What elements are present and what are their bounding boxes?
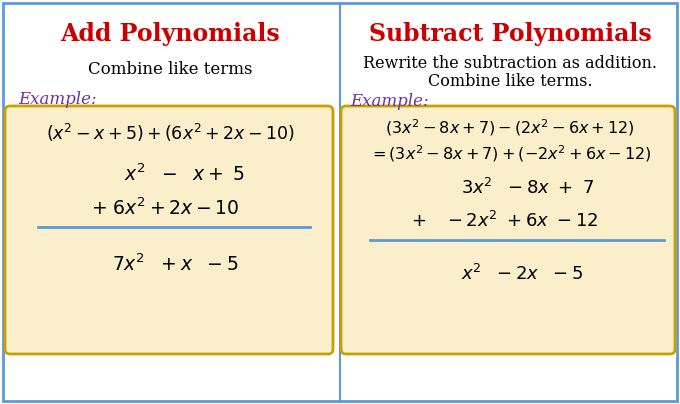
Text: $=\left(3x^2-8x+7\right)+\left(-2x^2+6x-12\right)$: $=\left(3x^2-8x+7\right)+\left(-2x^2+6x-… bbox=[369, 144, 651, 164]
Text: $+\ 6x^2+2x-10$: $+\ 6x^2+2x-10$ bbox=[91, 197, 239, 219]
Text: Add Polynomials: Add Polynomials bbox=[60, 22, 280, 46]
Text: Combine like terms: Combine like terms bbox=[88, 61, 252, 78]
Text: $x^2\ \ -2x\ \ -5$: $x^2\ \ -2x\ \ -5$ bbox=[461, 264, 583, 284]
Text: $+\ \ \ -2x^2\ +6x\ -12$: $+\ \ \ -2x^2\ +6x\ -12$ bbox=[411, 211, 598, 231]
Text: Rewrite the subtraction as addition.: Rewrite the subtraction as addition. bbox=[363, 55, 657, 72]
Text: $\left(3x^2-8x+7\right)-\left(2x^2-6x+12\right)$: $\left(3x^2-8x+7\right)-\left(2x^2-6x+12… bbox=[385, 118, 635, 138]
Text: $7x^2\ \ +x\ \ -5$: $7x^2\ \ +x\ \ -5$ bbox=[112, 253, 238, 275]
Text: Subtract Polynomials: Subtract Polynomials bbox=[369, 22, 651, 46]
FancyBboxPatch shape bbox=[3, 3, 677, 401]
Text: Example:: Example: bbox=[18, 90, 97, 107]
Text: Combine like terms.: Combine like terms. bbox=[428, 74, 592, 90]
Text: $3x^2\ \ -8x\ +\ 7$: $3x^2\ \ -8x\ +\ 7$ bbox=[462, 178, 594, 198]
FancyBboxPatch shape bbox=[341, 106, 675, 354]
Text: $x^2\ \ -\ \ x+\ 5$: $x^2\ \ -\ \ x+\ 5$ bbox=[124, 163, 245, 185]
FancyBboxPatch shape bbox=[5, 106, 333, 354]
Text: Example:: Example: bbox=[350, 93, 428, 109]
Text: $\left(x^2-x+5\right)+\left(6x^2+2x-10\right)$: $\left(x^2-x+5\right)+\left(6x^2+2x-10\r… bbox=[46, 122, 294, 144]
